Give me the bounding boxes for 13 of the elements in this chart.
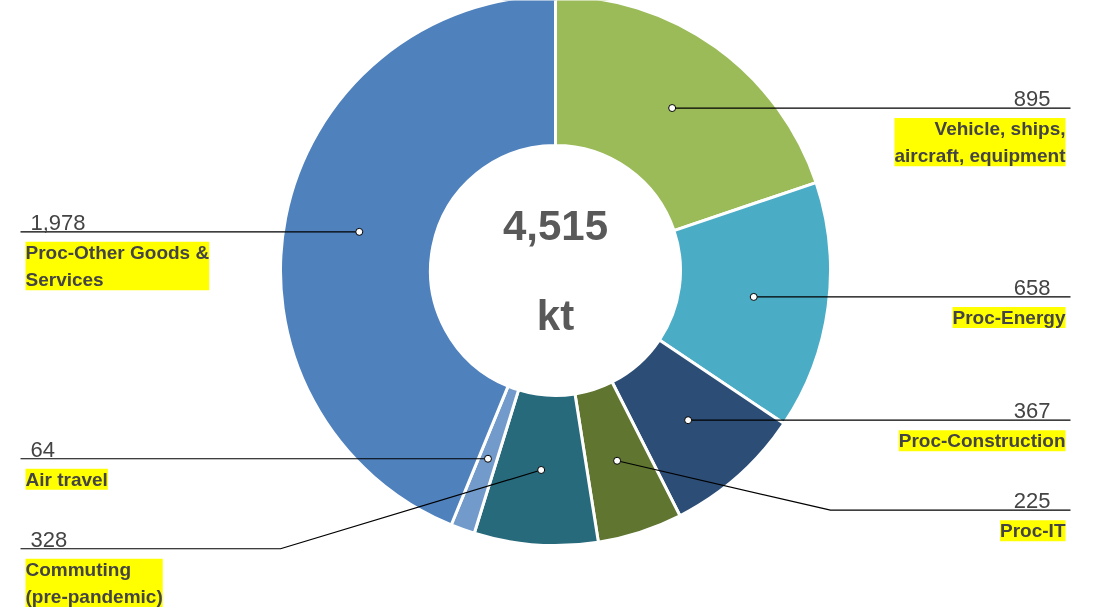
data-label: 225 [1013, 488, 1051, 514]
slice-label: Proc-Construction [898, 430, 1066, 452]
data-label: 328 [30, 526, 68, 552]
data-label: 1,978 [30, 209, 86, 235]
slice-label: Air travel [25, 468, 108, 490]
data-label: 64 [30, 436, 55, 462]
data-label: 658 [1013, 274, 1051, 300]
data-label: 895 [1013, 86, 1051, 112]
slice-label: Proc-Other Goods & Services [25, 241, 210, 291]
slice-label: Commuting (pre-pandemic) [25, 558, 163, 608]
data-label: 367 [1013, 398, 1051, 424]
text: kt [536, 292, 575, 339]
text: 4,515 [502, 202, 609, 249]
